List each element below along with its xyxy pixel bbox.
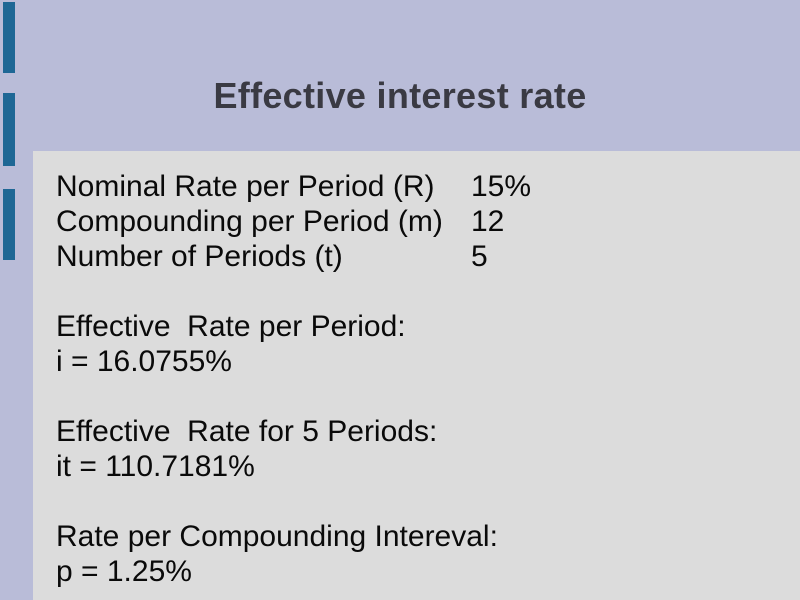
result-heading-rate-per-period: Effective Rate per Period:	[56, 310, 406, 343]
result-value-rate-5-periods: it = 110.7181%	[56, 450, 255, 483]
accent-bar-1	[3, 2, 15, 73]
accent-bar-2	[3, 93, 15, 166]
result-heading-rate-per-interval: Rate per Compounding Intereval:	[56, 520, 498, 553]
result-value-rate-per-interval: p = 1.25%	[56, 555, 192, 588]
input-row-nominal-rate: Nominal Rate per Period (R) 15%	[56, 169, 800, 204]
result-heading-rate-5-periods: Effective Rate for 5 Periods:	[56, 415, 438, 448]
spacer-line	[56, 484, 800, 519]
input-value: 12	[471, 205, 505, 238]
input-label: Nominal Rate per Period (R)	[56, 170, 435, 203]
spacer-line	[56, 274, 800, 309]
spacer-line	[56, 379, 800, 414]
input-value: 5	[471, 240, 488, 273]
result-value-rate-per-period: i = 16.0755%	[56, 345, 232, 378]
input-label: Number of Periods (t)	[56, 240, 343, 273]
slide-title: Effective interest rate	[213, 75, 587, 116]
content-panel: Nominal Rate per Period (R) 15% Compound…	[33, 151, 800, 600]
input-value: 15%	[471, 170, 532, 203]
input-row-compounding: Compounding per Period (m) 12	[56, 204, 800, 239]
input-row-num-periods: Number of Periods (t) 5	[56, 239, 800, 274]
input-label: Compounding per Period (m)	[56, 205, 443, 238]
accent-bar-3	[3, 189, 15, 260]
